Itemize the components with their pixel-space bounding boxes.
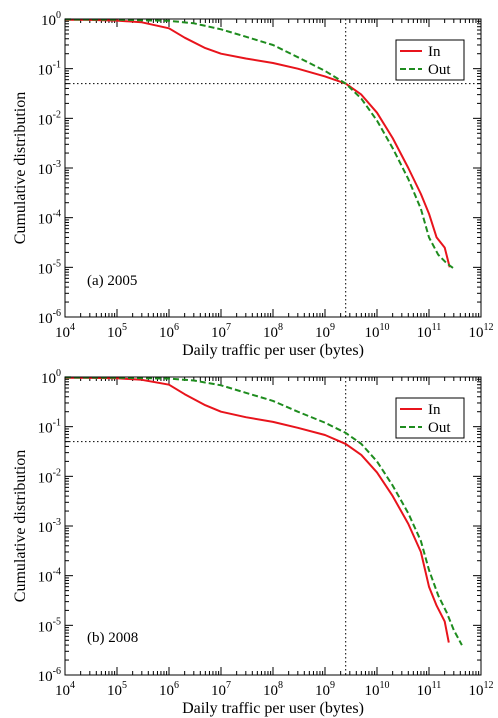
x-tick-label: 104 [55, 322, 75, 341]
y-axis-label: Cumulative distribution [12, 450, 29, 602]
x-tick-label: 1012 [469, 680, 494, 699]
x-tick-label: 104 [55, 680, 75, 699]
series-line-in [64, 18, 451, 268]
y-axis-label: Cumulative distribution [12, 92, 29, 244]
legend-box [395, 397, 465, 439]
x-tick-label: 105 [107, 322, 127, 341]
x-tick-label: 1012 [469, 322, 494, 341]
plot-frame [64, 376, 482, 676]
legend: In Out [395, 397, 465, 439]
x-tick-label: 109 [315, 680, 335, 699]
y-tick-label: 10-6 [38, 666, 61, 685]
panel-annotation: (b) 2008 [87, 630, 138, 646]
plot-layer: 104 105 106 107 108 109 1010 1011 1012 100 10-1 10-… [38, 368, 494, 699]
legend-label-out: Out [428, 62, 451, 78]
y-tick-label: 10-1 [38, 418, 61, 437]
y-tick-label: 100 [41, 10, 61, 29]
y-tick-label: 10-3 [38, 159, 61, 178]
y-tick-label: 10-5 [38, 616, 61, 635]
x-axis-label: Daily traffic per user (bytes) [182, 700, 364, 717]
x-tick-label: 1010 [365, 322, 390, 341]
x-tick-label: 1011 [417, 322, 442, 341]
x-tick-label: 107 [211, 680, 231, 699]
y-tick-label: 10-1 [38, 60, 61, 79]
y-tick-label: 10-4 [38, 209, 61, 228]
y-tick-label: 100 [41, 368, 61, 387]
legend-box [395, 39, 465, 81]
y-tick-label: 10-2 [38, 109, 61, 128]
x-axis-label: Daily traffic per user (bytes) [182, 342, 364, 359]
chart-panel-2005: 104 105 106 107 108 109 1010 1011 1012 100 10-1 10-… [12, 10, 494, 359]
panel-annotation: (a) 2005 [87, 273, 137, 289]
legend-label-in: In [428, 402, 441, 418]
plot-layer: 104 105 106 107 108 109 1010 1011 1012 100 10-1 10-… [38, 10, 494, 341]
plot-frame [64, 18, 482, 318]
series-line-out [64, 18, 456, 271]
x-tick-label: 1011 [417, 680, 442, 699]
series-line-in [64, 376, 450, 643]
x-tick-label: 105 [107, 680, 127, 699]
y-tick-label: 10-4 [38, 567, 61, 586]
x-tick-label: 106 [159, 680, 179, 699]
series-line-out [64, 376, 463, 646]
y-tick-label: 10-6 [38, 308, 61, 327]
chart-panel-2008: 104 105 106 107 108 109 1010 1011 1012 100 10-1 10-… [12, 368, 494, 717]
y-tick-label: 10-2 [38, 467, 61, 486]
x-tick-label: 1010 [365, 680, 390, 699]
legend-label-in: In [428, 44, 441, 60]
x-tick-label: 106 [159, 322, 179, 341]
x-tick-label: 108 [263, 680, 283, 699]
y-tick-label: 10-5 [38, 258, 61, 277]
x-tick-label: 109 [315, 322, 335, 341]
y-tick-label: 10-3 [38, 517, 61, 536]
x-tick-label: 108 [263, 322, 283, 341]
x-tick-label: 107 [211, 322, 231, 341]
legend: In Out [395, 39, 465, 81]
legend-label-out: Out [428, 420, 451, 436]
